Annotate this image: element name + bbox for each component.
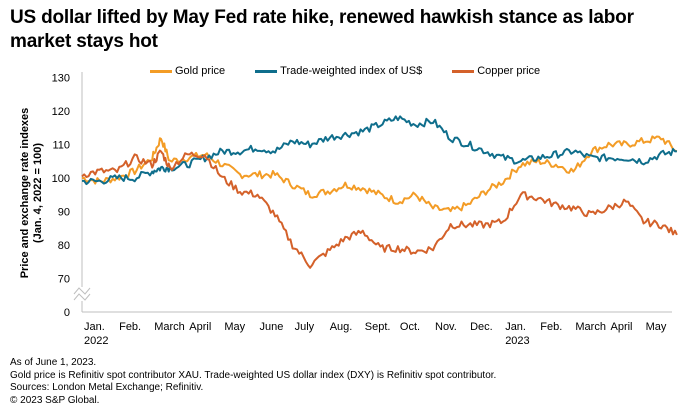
x-tick-label: Oct. bbox=[400, 321, 420, 333]
legend-item-gold: Gold price bbox=[150, 65, 225, 77]
x-tick-label: Nov. bbox=[435, 321, 457, 333]
chart-title: US dollar lifted by May Fed rate hike, r… bbox=[10, 7, 634, 52]
y-tick-label: 70 bbox=[58, 274, 70, 286]
axis-break-mark bbox=[73, 293, 91, 301]
axis-break-mark bbox=[73, 287, 91, 295]
x-tick-year-label: 2023 bbox=[505, 335, 529, 347]
footer-line-asof: As of June 1, 2023. bbox=[10, 357, 97, 368]
y-tick-label: 120 bbox=[52, 106, 70, 118]
x-tick-label: June bbox=[260, 321, 284, 333]
footer-line-copyright: © 2023 S&P Global. bbox=[10, 394, 100, 406]
x-tick-year-label: 2022 bbox=[84, 335, 108, 347]
x-tick-label: May bbox=[646, 321, 667, 333]
legend-swatch-gold bbox=[150, 69, 172, 73]
legend-swatch-copper bbox=[452, 69, 475, 73]
x-tick-label: April bbox=[611, 321, 633, 333]
x-tick-label: Jan. bbox=[505, 321, 526, 333]
x-tick-label: March bbox=[154, 321, 185, 333]
footer-line-sources-detail: Gold price is Refinitiv spot contributor… bbox=[10, 369, 497, 381]
x-tick-label: Sept. bbox=[365, 321, 391, 333]
footer-line-sources: Sources: London Metal Exchange; Refiniti… bbox=[10, 382, 204, 393]
y-tick-label: 90 bbox=[58, 207, 70, 219]
series-line-usd bbox=[82, 115, 678, 186]
y-tick-label: 0 bbox=[64, 307, 70, 319]
footer-notes: As of June 1, 2023. Gold price is Refini… bbox=[10, 357, 496, 407]
x-tick-label: May bbox=[224, 321, 245, 333]
legend: Gold price Trade-weighted index of US$ C… bbox=[150, 65, 540, 77]
legend-label-gold: Gold price bbox=[175, 65, 226, 77]
legend-label-usd: Trade-weighted index of US$ bbox=[280, 65, 423, 77]
legend-item-usd: Trade-weighted index of US$ bbox=[255, 65, 422, 77]
x-tick-label: Jan. bbox=[84, 321, 105, 333]
x-tick-label: July bbox=[295, 321, 315, 333]
legend-item-copper: Copper price bbox=[452, 65, 540, 77]
x-tick-label: Dec. bbox=[470, 321, 493, 333]
x-tick-label: Feb. bbox=[540, 321, 562, 333]
series-line-gold bbox=[81, 135, 678, 213]
series-line-copper bbox=[81, 149, 678, 269]
y-tick-label: 100 bbox=[52, 173, 70, 185]
axis-break-gap bbox=[74, 287, 90, 301]
y-tick-label: 80 bbox=[58, 240, 70, 252]
x-tick-label: March bbox=[575, 321, 606, 333]
x-tick-label: Aug. bbox=[330, 321, 353, 333]
y-tick-label: 110 bbox=[52, 140, 70, 152]
y-tick-label: 130 bbox=[52, 73, 70, 85]
legend-label-copper: Copper price bbox=[477, 65, 541, 77]
x-tick-label: April bbox=[189, 321, 211, 333]
x-tick-label: Feb. bbox=[119, 321, 141, 333]
legend-swatch-usd bbox=[255, 69, 278, 73]
